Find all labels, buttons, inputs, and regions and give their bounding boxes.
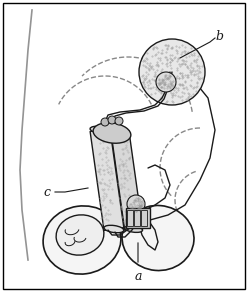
Bar [141,210,147,226]
Ellipse shape [90,126,110,134]
Text: b: b [215,29,223,43]
Circle shape [139,39,205,105]
Text: c: c [43,185,50,199]
Circle shape [156,72,176,92]
Ellipse shape [104,225,124,233]
Ellipse shape [56,215,104,255]
Ellipse shape [125,226,143,232]
Circle shape [115,117,123,125]
Ellipse shape [93,123,131,143]
Circle shape [127,195,145,213]
Bar [126,208,150,228]
Bar [134,210,140,226]
Polygon shape [111,131,143,230]
Circle shape [101,118,109,126]
Circle shape [108,116,116,124]
Text: a: a [134,270,142,283]
Bar [127,210,133,226]
Ellipse shape [111,129,129,135]
Polygon shape [90,128,124,230]
Ellipse shape [43,206,121,274]
Ellipse shape [122,206,194,270]
